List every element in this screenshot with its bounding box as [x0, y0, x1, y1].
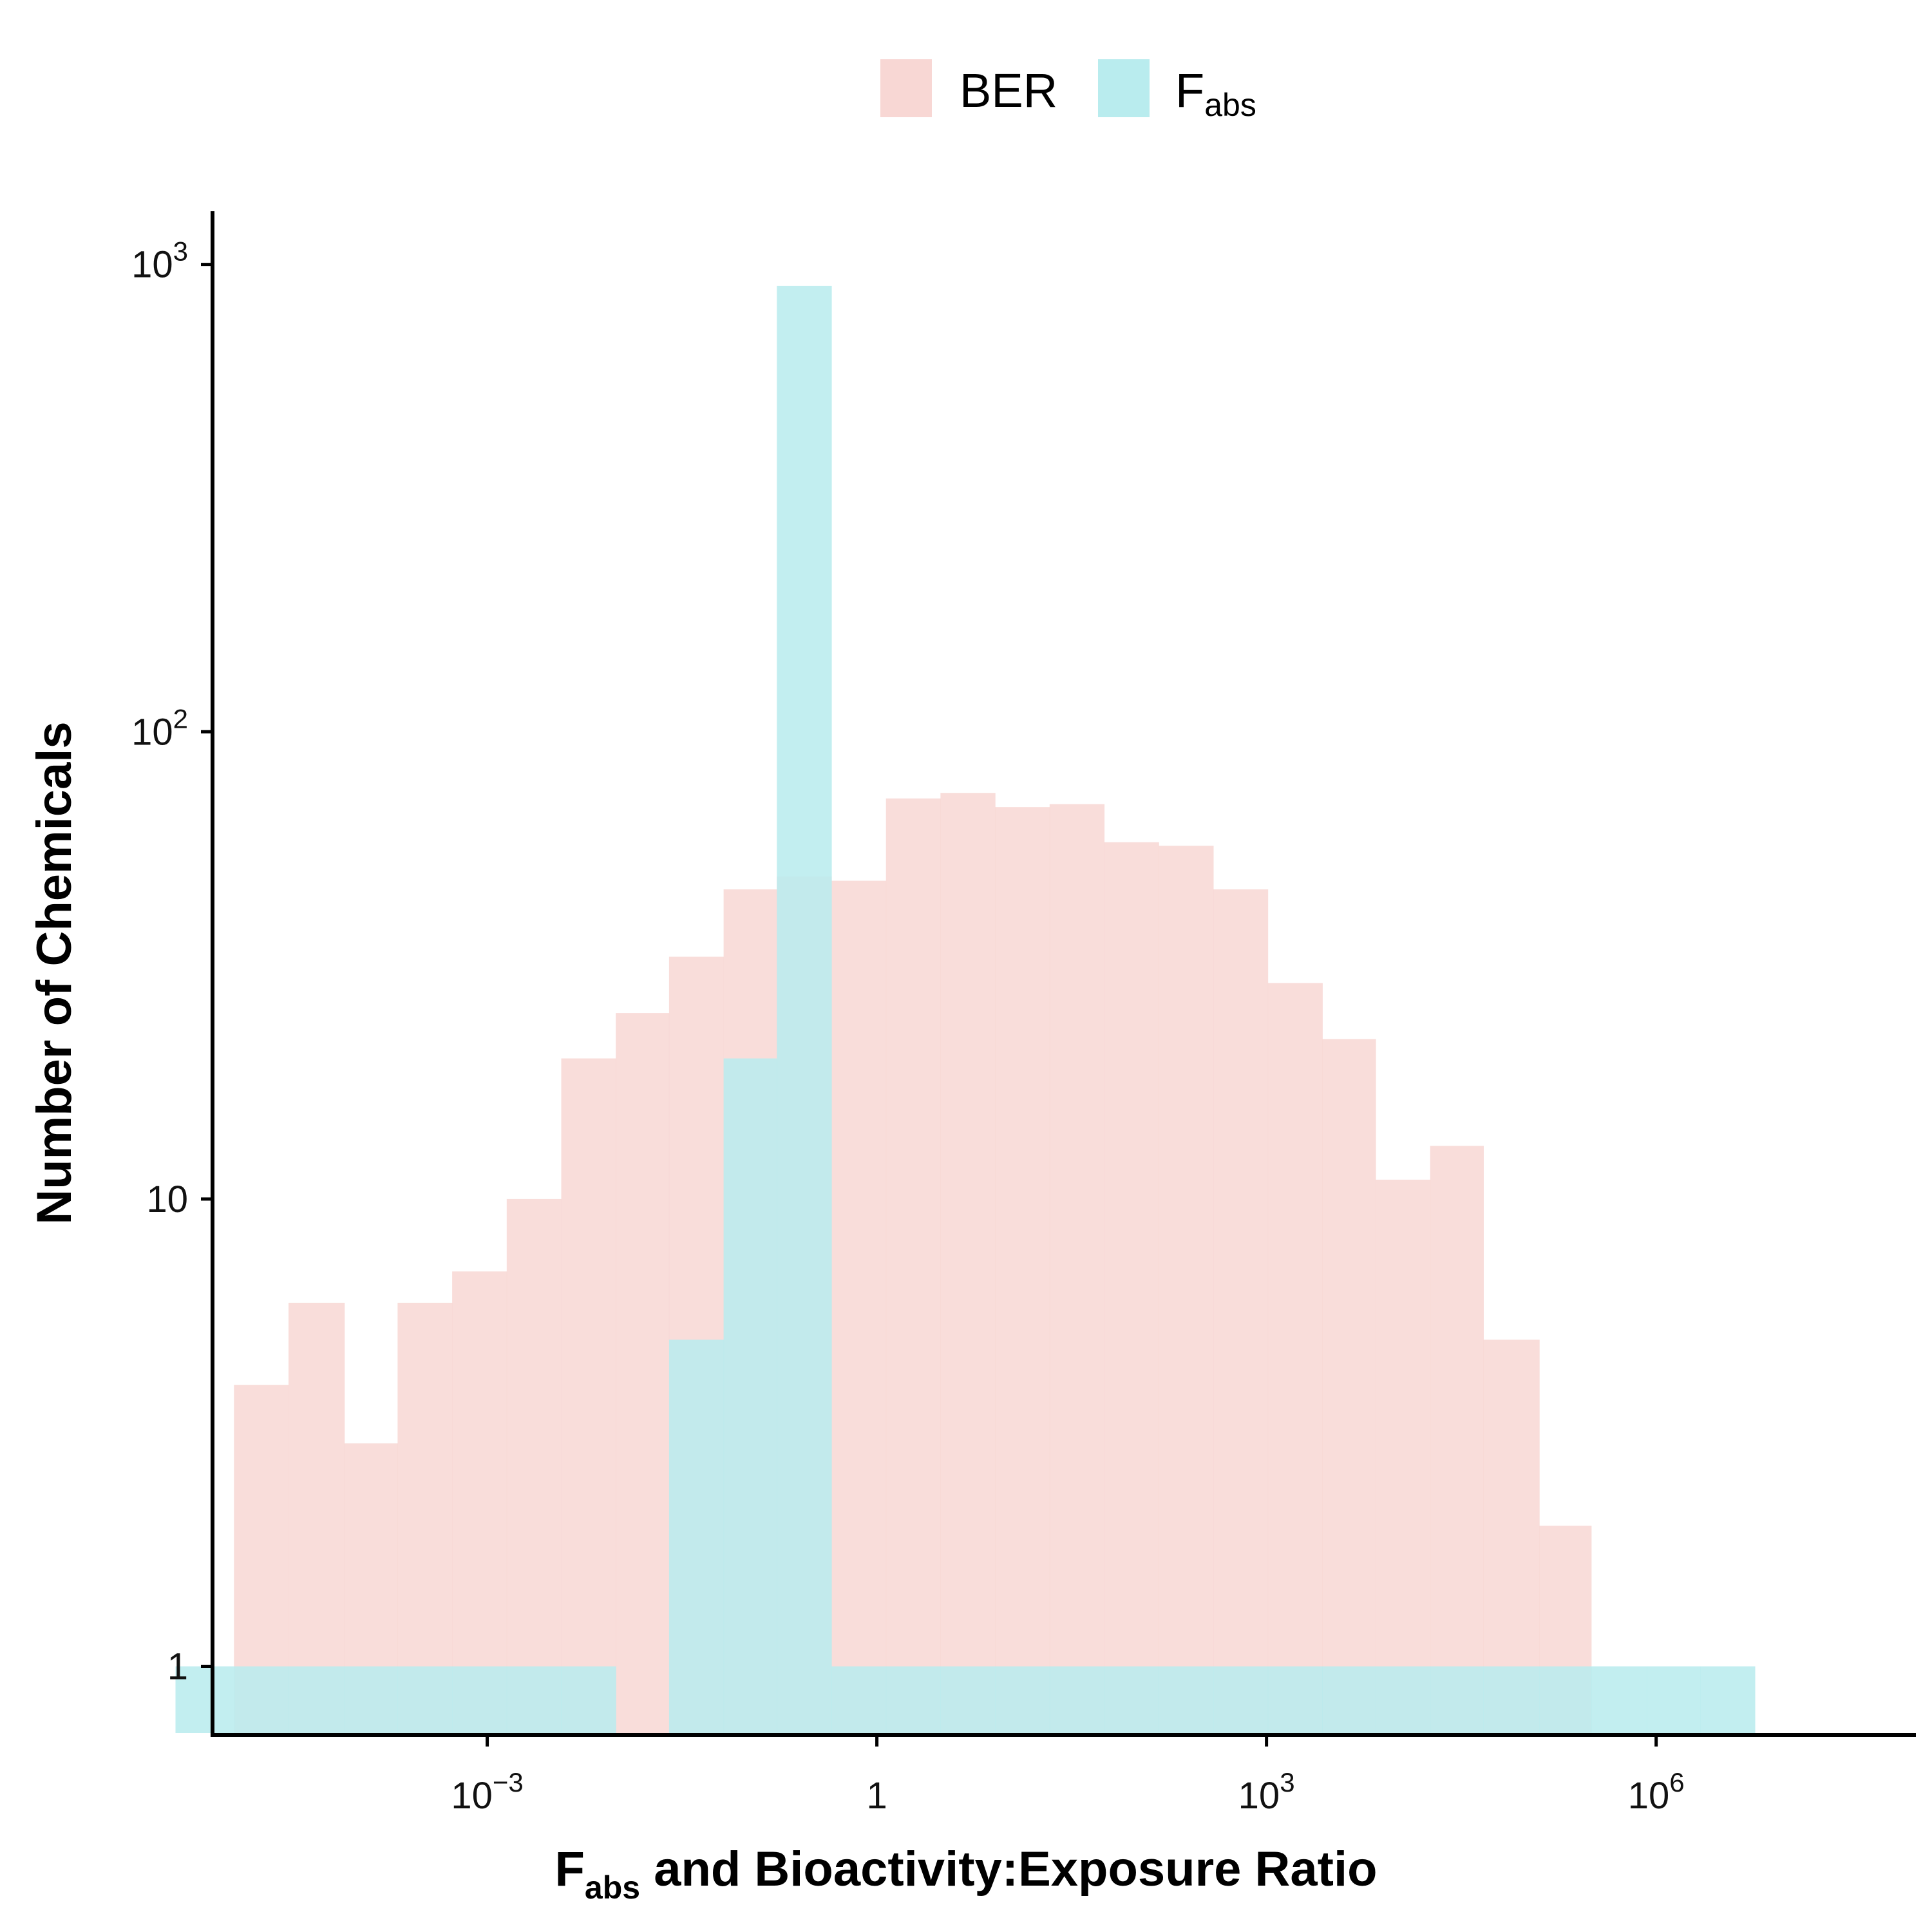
- y-axis-ticks: 1 10 102 103: [131, 236, 213, 1687]
- fabs-bar: [1539, 1666, 1592, 1733]
- x-tick-label: 103: [1238, 1767, 1295, 1817]
- fabs-bar: [506, 1666, 562, 1733]
- legend-label-ber: BER: [960, 64, 1057, 117]
- fabs-bar: [1159, 1666, 1214, 1733]
- x-tick-label: 106: [1628, 1767, 1685, 1817]
- fabs-bar: [1104, 1666, 1159, 1733]
- fabs-bar: [940, 1666, 996, 1733]
- fabs-bar: [995, 1666, 1050, 1733]
- fabs-bar: [344, 1666, 398, 1733]
- fabs-bar: [452, 1666, 507, 1733]
- fabs-bar: [397, 1666, 453, 1733]
- fabs-bar: [1049, 1666, 1105, 1733]
- fabs-bar: [234, 1666, 289, 1733]
- fabs-bar: [668, 1340, 724, 1733]
- ber-bar: [561, 1058, 616, 1733]
- fabs-bar: [1591, 1666, 1648, 1733]
- fabs-bar: [831, 1666, 887, 1733]
- x-tick-label: 1: [866, 1775, 887, 1817]
- x-axis-ticks: 10−3 1 103 106: [451, 1735, 1685, 1817]
- y-tick-label: 102: [131, 703, 188, 753]
- ber-bars: [234, 793, 1592, 1733]
- y-tick-label: 1: [167, 1645, 188, 1687]
- fabs-bar: [1267, 1666, 1323, 1733]
- ber-bar: [1376, 1179, 1431, 1733]
- fabs-bars: [175, 285, 1756, 1734]
- fabs-bar: [1483, 1666, 1540, 1733]
- ber-bar: [1267, 983, 1323, 1733]
- ber-bar: [1049, 804, 1105, 1733]
- ber-bar: [995, 807, 1050, 1733]
- fabs-bar: [886, 1666, 941, 1733]
- fabs-bar: [289, 1666, 345, 1733]
- fabs-bar: [777, 285, 832, 1734]
- ber-bar: [831, 880, 887, 1733]
- fabs-bar: [1647, 1666, 1701, 1733]
- fabs-bar: [175, 1666, 234, 1733]
- ber-bar: [506, 1198, 562, 1733]
- ber-bar: [1104, 842, 1159, 1733]
- fabs-bar: [1700, 1666, 1756, 1733]
- ber-bar: [1159, 846, 1214, 1733]
- fabs-bar: [561, 1666, 616, 1733]
- ber-bar: [1430, 1146, 1484, 1733]
- ber-bar: [616, 1013, 670, 1733]
- fabs-bar: [723, 1058, 777, 1733]
- ber-bar: [289, 1302, 345, 1733]
- x-tick-label: 10−3: [451, 1767, 523, 1817]
- y-axis-title: Number of Chemicals: [27, 721, 82, 1224]
- fabs-bar: [1322, 1666, 1376, 1733]
- legend-swatch-fabs: [1098, 59, 1150, 117]
- y-tick-label: 10: [146, 1179, 188, 1220]
- legend-label-fabs: Fabs: [1175, 64, 1256, 123]
- ber-bar: [452, 1271, 507, 1733]
- ber-bar: [1322, 1039, 1376, 1733]
- ber-bar: [1213, 889, 1269, 1733]
- fabs-bar: [1430, 1666, 1484, 1733]
- ber-bar: [940, 793, 996, 1733]
- ber-bar: [886, 798, 941, 1733]
- y-tick-label: 103: [131, 236, 188, 286]
- ber-bar: [397, 1302, 453, 1733]
- legend-swatch-ber: [880, 59, 932, 117]
- fabs-bar: [1213, 1666, 1269, 1733]
- x-axis-title: Fabs and Bioactivity:Exposure Ratio: [554, 1842, 1377, 1906]
- legend: BER Fabs: [880, 59, 1256, 123]
- fabs-bar: [1376, 1666, 1431, 1733]
